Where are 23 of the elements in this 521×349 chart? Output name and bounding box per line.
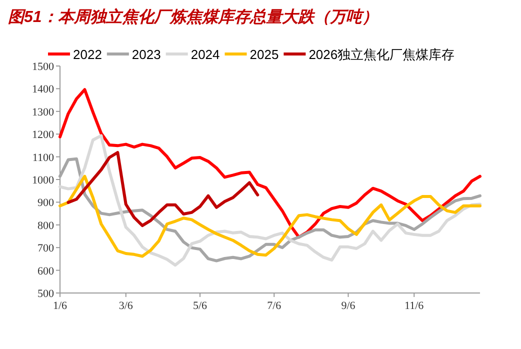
y-tick-label: 900 (38, 197, 54, 210)
legend-label: 2024 (190, 47, 220, 62)
y-tick-label: 700 (38, 242, 54, 255)
y-tick-label: 1400 (32, 84, 54, 96)
legend-label: 2022 (73, 47, 102, 62)
x-tick-label: 9/6 (341, 300, 356, 312)
legend-label: 2026独立焦化厂焦煤库存 (308, 47, 455, 62)
legend-label: 2025 (250, 47, 279, 62)
y-tick-label: 1300 (32, 106, 54, 118)
y-tick-label: 500 (38, 288, 54, 300)
y-tick-label: 1000 (32, 174, 54, 186)
y-tick-label: 1100 (32, 152, 54, 164)
x-tick-label: 11/6 (404, 300, 424, 312)
x-tick-label: 1/6 (52, 300, 68, 312)
x-tick-label: 3/6 (118, 300, 134, 312)
y-tick-label: 800 (38, 220, 54, 232)
y-tick-label: 1500 (32, 61, 54, 73)
y-tick-label: 1200 (32, 129, 54, 142)
legend-label: 2023 (132, 47, 161, 62)
x-tick-label: 7/6 (267, 300, 282, 312)
y-tick-label: 600 (38, 265, 54, 278)
title: 图51：本周独立焦化厂炼焦煤库存总量大跌（万吨） (8, 9, 378, 26)
x-tick-label: 5/6 (192, 300, 208, 312)
